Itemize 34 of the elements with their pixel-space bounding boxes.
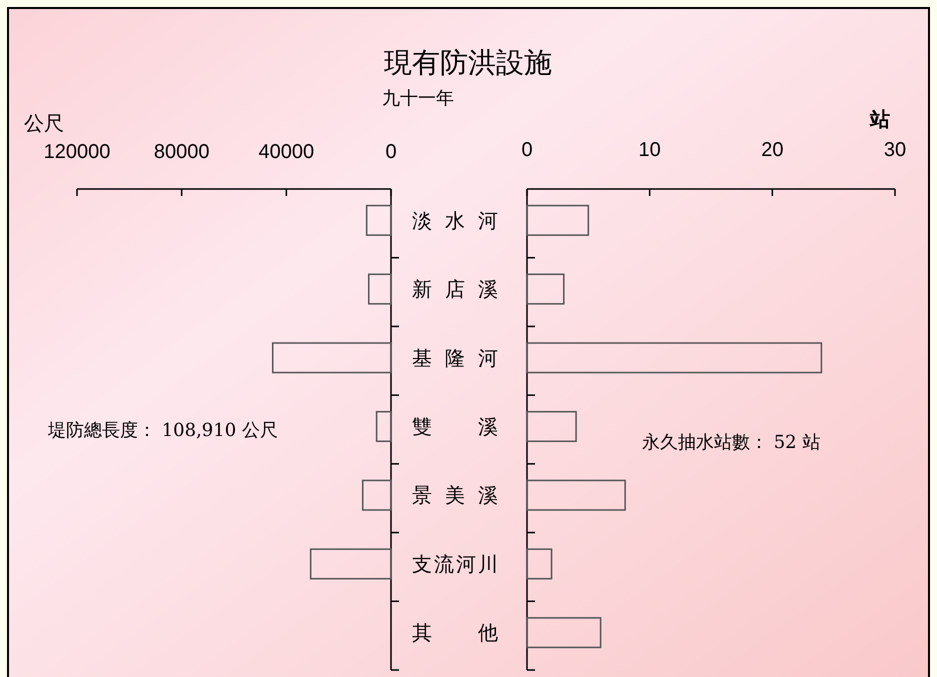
y-tick-label: 景美溪 [412,483,498,508]
bar [526,617,602,648]
text: 現有防洪設施 [384,46,552,79]
bar [526,480,626,511]
x-tick-label: 20 [761,139,784,161]
x-tick-label: 80000 [154,141,210,163]
y-tick-label: 淡水河 [412,208,498,232]
bar [366,204,392,236]
y-tick-label: 支流河川 [412,552,498,576]
x-tick-label: 0 [521,139,533,161]
y-tick-label: 其他 [412,620,498,645]
annotation: 堤防總長度： 108,910 公尺 [47,420,278,441]
x-tick-label: 0 [385,141,397,163]
bar [368,274,392,305]
y-tick-label: 基隆河 [412,346,498,370]
bar [526,410,577,442]
x-axis-title: 站 [869,107,890,131]
bar [526,274,565,305]
x-tick-label: 30 [884,139,906,161]
chart-subtitle: 九十一年 [382,88,454,109]
x-tick-label: 40000 [258,141,314,163]
bar [526,342,822,374]
y-tick-label: 雙溪 [412,414,498,438]
x-axis-title: 公尺 [24,111,64,135]
bar [526,204,590,236]
bar [362,480,392,511]
y-tick-label: 新店溪 [412,277,498,302]
x-tick-label: 10 [638,139,661,161]
bar [526,548,552,580]
bar [272,342,392,374]
x-tick-label: 120000 [44,141,110,163]
annotation: 永久抽水站數： 52 站 [642,432,820,453]
bar [376,410,392,442]
bar [310,548,392,580]
